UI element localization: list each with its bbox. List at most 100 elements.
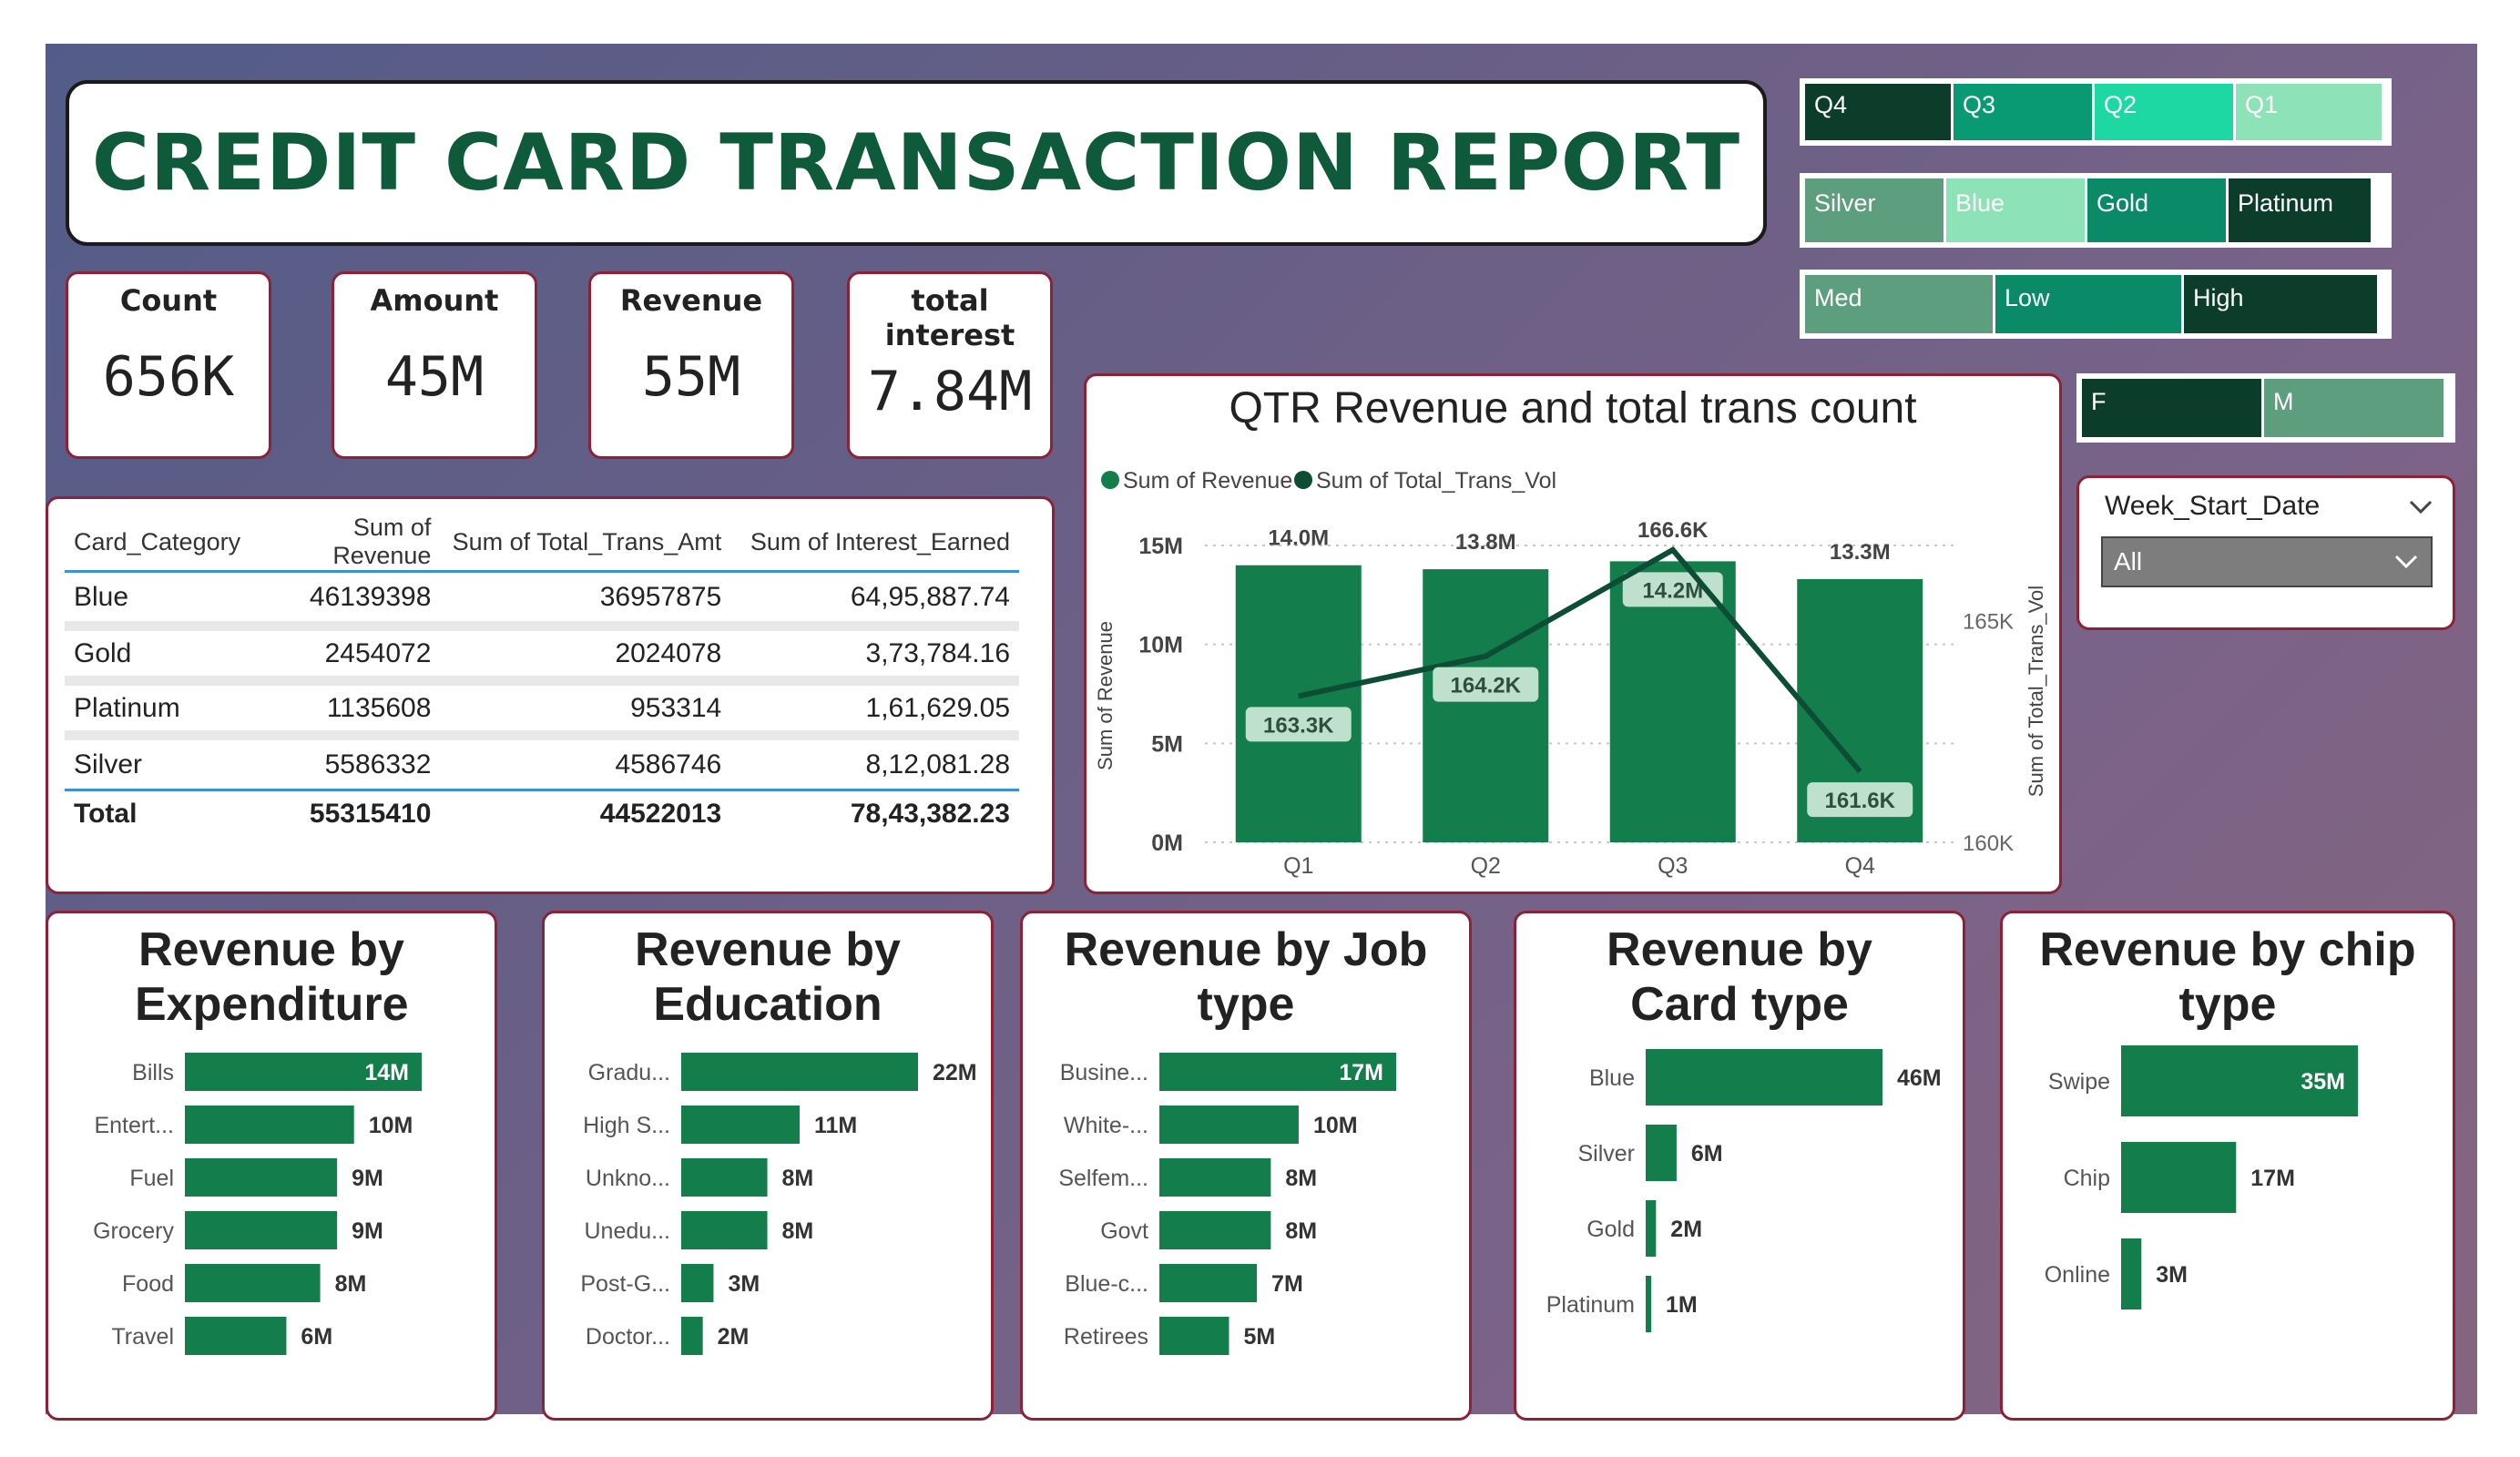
category-label: Gold: [1586, 1217, 1635, 1242]
data-label: 8M: [1285, 1218, 1317, 1244]
revenue-by-job-type-chart: Busine... 17M White-... 10M Selfem... 8M Govt 8…: [1058, 1053, 1396, 1355]
category-label: Bills: [132, 1060, 174, 1085]
slicer-item-q4[interactable]: Q4: [1805, 84, 1951, 140]
table-row[interactable]: Platinum 1135608 953314 1,61,629.05: [65, 680, 1019, 740]
legend-label: Sum of Revenue: [1123, 468, 1292, 494]
kpi-label: Count: [119, 283, 218, 318]
table-cell: 2024078: [440, 626, 731, 686]
bar: [185, 1158, 338, 1197]
category-label: Busine...: [1060, 1060, 1148, 1085]
kpi-label: total interest: [884, 283, 1015, 352]
column-header[interactable]: Sum of Total_Trans_Amt: [440, 514, 731, 573]
category-label: Platinum: [1546, 1292, 1635, 1318]
bar: [681, 1053, 918, 1091]
card-category-slicer: Silver Blue Gold Platinum: [1800, 173, 2392, 248]
category-label: Doctor...: [586, 1324, 670, 1350]
chart-title: Revenue by Education: [635, 923, 901, 1031]
data-label: 46M: [1897, 1065, 1942, 1091]
data-label: 8M: [782, 1166, 814, 1191]
slicer-item-low[interactable]: Low: [1995, 275, 2181, 333]
slicer-item-platinum[interactable]: Platinum: [2229, 178, 2371, 242]
table-cell: 1,61,629.05: [730, 680, 1019, 740]
category-label: Gradu...: [588, 1060, 670, 1085]
table-row[interactable]: Silver 5586332 4586746 8,12,081.28: [65, 736, 1019, 790]
slicer-item-blue[interactable]: Blue: [1946, 178, 2085, 242]
data-label: 13.3M: [1830, 540, 1891, 565]
revenue-by-expenditure-panel: Revenue by Expenditure Bills 14M Entert...…: [46, 911, 497, 1421]
table-cell: 78,43,382.23: [730, 789, 1019, 838]
line-label-bg: [1433, 667, 1539, 702]
chevron-down-icon[interactable]: [2409, 500, 2433, 515]
column-header[interactable]: Sum of Interest_Earned: [730, 514, 1019, 573]
table-row[interactable]: Blue 46139398 36957875 64,95,887.74: [65, 571, 1019, 631]
category-label: Grocery: [93, 1218, 174, 1244]
category-label: High S...: [583, 1113, 670, 1138]
week-slicer-label: Week_Start_Date: [2105, 491, 2321, 521]
data-label: 14.0M: [1268, 526, 1329, 551]
kpi-label: Revenue: [619, 283, 763, 318]
card-category-table: Card_Category Sum of Revenue Sum of Tota…: [65, 514, 1019, 838]
legend-marker: [1101, 471, 1119, 489]
card-category-table-panel: Card_Category Sum of Revenue Sum of Tota…: [46, 496, 1055, 894]
slicer-item-gold[interactable]: Gold: [2087, 178, 2226, 242]
line-data-label: 164.2K: [1451, 674, 1522, 698]
dashboard-canvas: CREDIT CARD TRANSACTION REPORT Count 656…: [46, 44, 2477, 1421]
bar: [185, 1053, 422, 1091]
table-cell: 2454072: [250, 626, 441, 686]
chevron-down-icon: [2394, 555, 2418, 569]
data-label: 6M: [1691, 1141, 1723, 1167]
legend-marker: [1294, 471, 1312, 489]
column-header[interactable]: Card_Category: [65, 514, 250, 573]
bar: [1609, 561, 1736, 842]
data-label: 14M: [364, 1060, 409, 1085]
chart-title: Revenue by Job type: [1064, 923, 1428, 1031]
slicer-item-silver[interactable]: Silver: [1805, 178, 1944, 242]
table-cell: 46139398: [250, 571, 441, 631]
line-label-bg: [1807, 782, 1913, 818]
slicer-item-m[interactable]: M: [2264, 379, 2443, 437]
bar: [1646, 1049, 1882, 1105]
y-tick-label: 10M: [1138, 633, 1183, 658]
table-cell: 8,12,081.28: [865, 749, 1010, 779]
slicer-item-high[interactable]: High: [2184, 275, 2377, 333]
kpi-value: 7.84M: [867, 360, 1033, 423]
category-label: Chip: [2064, 1166, 2110, 1191]
kpi-value: 55M: [641, 345, 741, 409]
data-label: 7M: [1271, 1271, 1303, 1297]
data-label: 5M: [1243, 1324, 1275, 1350]
report-title-panel: CREDIT CARD TRANSACTION REPORT: [66, 80, 1767, 246]
category-label: Govt: [1100, 1218, 1148, 1244]
series-line: [1298, 546, 1862, 774]
slicer-item-q2[interactable]: Q2: [2095, 84, 2233, 140]
revenue-by-card-type-chart: Blue 46M Silver 6M Gold 2M Platinum 1M: [1546, 1049, 1942, 1332]
table-cell: 953314: [440, 680, 731, 740]
category-label: Online: [2045, 1262, 2110, 1288]
slicer-item-med[interactable]: Med: [1805, 275, 1993, 333]
slicer-item-f[interactable]: F: [2082, 379, 2261, 437]
data-label: 2M: [1670, 1217, 1702, 1242]
bar: [1159, 1053, 1396, 1091]
x-tick-label: Q3: [1658, 853, 1688, 879]
bar: [1646, 1125, 1677, 1181]
category-label: Silver: [1577, 1141, 1635, 1167]
table-cell: 36957875: [440, 571, 731, 631]
bar: [1159, 1105, 1299, 1144]
slicer-item-q1[interactable]: Q1: [2236, 84, 2382, 140]
bar: [1423, 569, 1549, 842]
table-row[interactable]: Gold 2454072 2024078 3,73,784.16: [65, 626, 1019, 686]
week-dropdown[interactable]: All: [2101, 536, 2433, 587]
kpi-label: Amount: [370, 283, 499, 318]
bar: [681, 1264, 714, 1302]
data-label: 17M: [1339, 1060, 1383, 1085]
table-cell: 55315410: [250, 789, 441, 838]
category-label: Food: [122, 1271, 174, 1297]
column-header[interactable]: Sum of Revenue: [250, 514, 441, 573]
y-axis-title: Sum of Revenue: [1094, 621, 1117, 770]
table-total-row: Total 55315410 44522013 78,43,382.23: [65, 789, 1019, 838]
category-label: Unkno...: [586, 1166, 670, 1191]
data-label: 1M: [1666, 1292, 1698, 1318]
category-label: Entert...: [94, 1113, 174, 1138]
table-cell: 5586332: [324, 749, 432, 779]
slicer-item-q3[interactable]: Q3: [1954, 84, 2092, 140]
kpi-value: 45M: [384, 345, 485, 409]
